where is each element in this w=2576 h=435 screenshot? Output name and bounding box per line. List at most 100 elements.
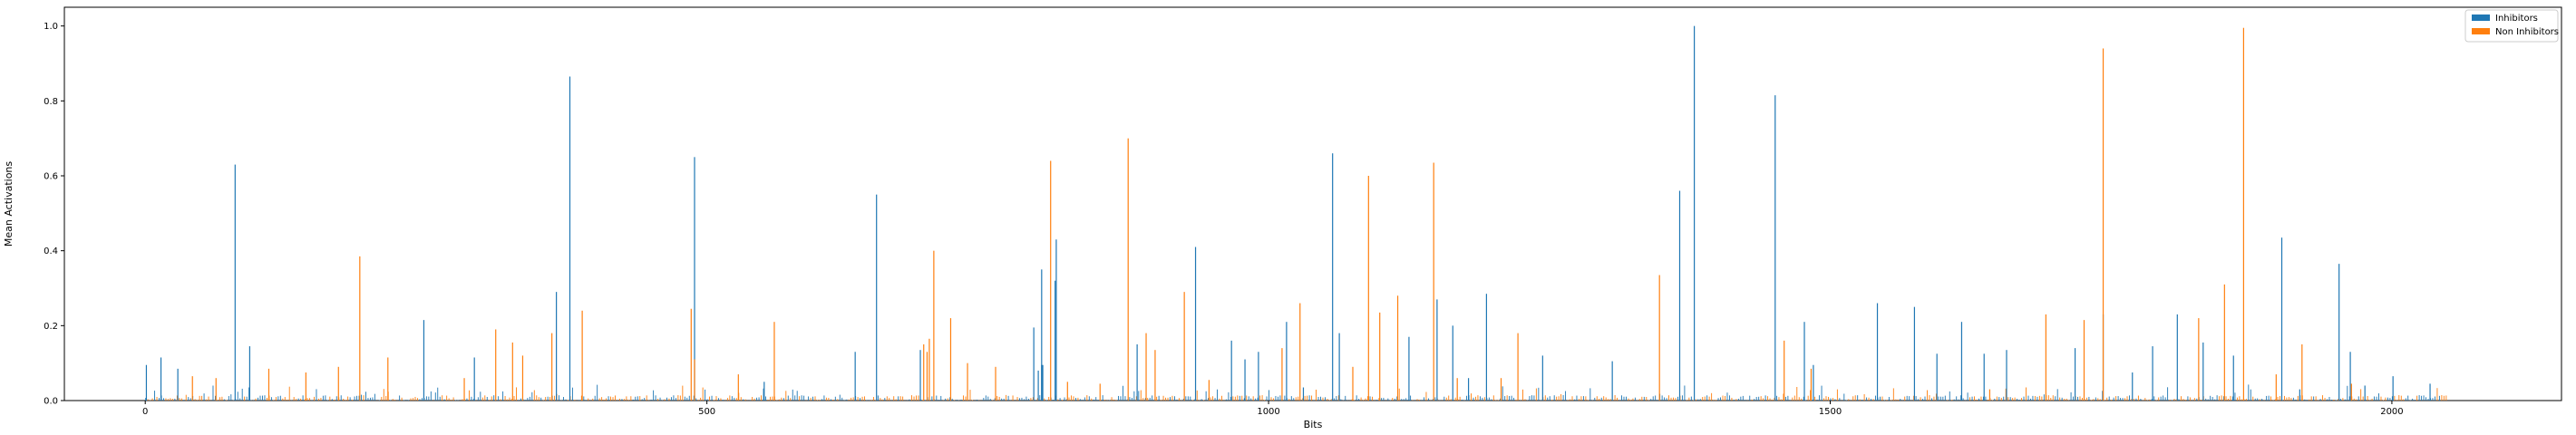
baseline-bar [1915, 396, 1917, 401]
baseline-bar [1345, 395, 1346, 401]
baseline-bar [767, 399, 769, 401]
baseline-bar [2342, 398, 2344, 401]
baseline-bar [1706, 395, 1708, 401]
baseline-bar [796, 391, 798, 401]
baseline-bar [1652, 396, 1654, 401]
baseline-bar [2047, 395, 2049, 401]
baseline-bar [1214, 398, 1216, 401]
bar-non-inhibitors [495, 329, 497, 401]
baseline-bar [437, 387, 439, 401]
baseline-bar [1830, 398, 1832, 401]
baseline-bar [2391, 396, 2393, 401]
bar-inhibitors [1678, 190, 1681, 401]
baseline-bar [1086, 395, 1088, 401]
baseline-bar [340, 395, 342, 401]
bar-non-inhibitors [2083, 320, 2085, 401]
baseline-bar [2088, 396, 2090, 401]
baseline-bar [1895, 399, 1897, 401]
baseline-bar [580, 395, 582, 401]
baseline-bar [2036, 396, 2038, 401]
bar-inhibitors [1338, 333, 1340, 401]
x-tick-label: 0 [142, 407, 148, 417]
baseline-bar [637, 396, 638, 401]
baseline-bar [1574, 399, 1575, 401]
bar-inhibitors [2349, 352, 2351, 401]
baseline-bar [1704, 396, 1706, 401]
baseline-bar [1003, 398, 1005, 401]
baseline-bar [1677, 396, 1678, 401]
bar-inhibitors [1936, 353, 1938, 401]
baseline-bar [1266, 396, 1268, 401]
bar-non-inhibitors [511, 342, 513, 401]
baseline-bar [1764, 395, 1766, 401]
baseline-bar [230, 394, 232, 401]
baseline-bar [1171, 395, 1173, 401]
baseline-bar [1187, 396, 1189, 401]
baseline-bar [255, 398, 257, 401]
baseline-bar [1664, 397, 1666, 401]
baseline-bar [1477, 395, 1479, 401]
baseline-bar [814, 396, 816, 401]
bar-inhibitors [2232, 355, 2234, 401]
baseline-bar [1778, 397, 1780, 401]
baseline-bar [484, 395, 486, 401]
y-tick-label: 0.2 [44, 322, 58, 332]
baseline-bar [1194, 399, 1196, 401]
baseline-bar [1088, 396, 1090, 401]
baseline-bar [347, 396, 349, 401]
baseline-bar [812, 396, 813, 401]
baseline-bar [434, 392, 436, 401]
baseline-bar [619, 398, 620, 401]
bar-inhibitors [2202, 342, 2204, 401]
baseline-bar [2014, 397, 2016, 401]
baseline-bar [1293, 398, 1295, 401]
baseline-bar [1913, 395, 1915, 401]
baseline-bar [668, 398, 670, 401]
baseline-bar [615, 395, 616, 401]
baseline-bar [2021, 398, 2023, 401]
baseline-bar [998, 396, 1000, 401]
bar-non-inhibitors [928, 338, 930, 401]
baseline-bar [2117, 396, 2119, 401]
baseline-bar [219, 397, 220, 401]
baseline-bar [302, 395, 304, 401]
bar-inhibitors [473, 357, 475, 401]
baseline-bar [554, 395, 556, 401]
baseline-bar [2241, 399, 2242, 401]
baseline-bar [987, 396, 989, 401]
baseline-bar [1311, 395, 1313, 401]
baseline-bar [1836, 389, 1838, 401]
baseline-bar [1331, 399, 1333, 401]
baseline-bar [1772, 399, 1773, 401]
baseline-bar [1255, 398, 1257, 401]
baseline-bar [1892, 388, 1894, 401]
baseline-bar [1996, 396, 1998, 401]
baseline-bar [1749, 395, 1751, 401]
baseline-bar [1111, 397, 1113, 401]
bar-inhibitors [2152, 346, 2153, 401]
baseline-bar [329, 396, 331, 401]
baseline-bar [2055, 396, 2056, 401]
baseline-bar [334, 400, 335, 401]
baseline-bar [1118, 395, 1119, 401]
bar-inhibitors [1774, 95, 1776, 401]
bar-non-inhibitors [1988, 389, 1991, 401]
y-axis-label: Mean Activations [3, 161, 15, 247]
baseline-bar [410, 398, 412, 401]
baseline-bar [1553, 395, 1555, 401]
baseline-bar [498, 396, 500, 401]
baseline-bar [2189, 397, 2191, 401]
baseline-bar [1875, 395, 1876, 401]
baseline-bar [1317, 397, 1319, 401]
baseline-bar [1048, 396, 1050, 401]
baseline-bar [1626, 396, 1627, 401]
baseline-bar [472, 399, 474, 401]
baseline-bar [443, 399, 445, 401]
baseline-bar [803, 395, 805, 401]
bar-inhibitors [569, 76, 571, 401]
baseline-bar [2239, 396, 2241, 401]
baseline-bar [1104, 400, 1106, 401]
baseline-bar [2102, 391, 2104, 401]
baseline-bar [839, 394, 841, 401]
baseline-bar [679, 395, 681, 401]
